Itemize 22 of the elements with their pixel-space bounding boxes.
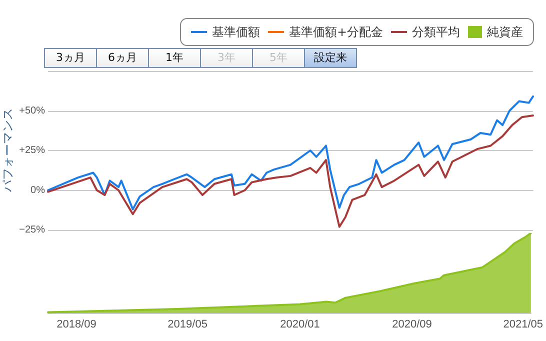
text: 6ヵ月	[96, 48, 149, 68]
x-tick-label: 2021/05	[503, 318, 543, 330]
y-tick-label: −25%	[19, 224, 46, 236]
y-tick-label: +50%	[19, 105, 46, 116]
y-axis-title: パフォーマンス	[0, 108, 16, 192]
x-tick-label: 2019/05	[168, 318, 208, 330]
x-tick-label: 2020/09	[392, 318, 432, 330]
y-tick-label: 0%	[30, 184, 46, 196]
text: 設定来	[304, 48, 357, 68]
x-tick-label: 2020/01	[280, 318, 320, 330]
text: 5年	[252, 48, 305, 68]
legend-label: 純資産	[487, 24, 523, 40]
legend-label: 基準価額	[212, 24, 260, 40]
text: 3ヵ月	[44, 48, 97, 68]
y-tick-label: +25%	[19, 145, 46, 156]
text: 3年	[200, 48, 253, 68]
legend-label: 基準価額+分配金	[288, 24, 383, 40]
line-series	[47, 95, 534, 210]
line-series	[47, 114, 534, 228]
x-tick-label: 2018/09	[56, 318, 96, 330]
text: 1年	[148, 48, 201, 68]
legend-label: 分類平均	[412, 24, 460, 40]
